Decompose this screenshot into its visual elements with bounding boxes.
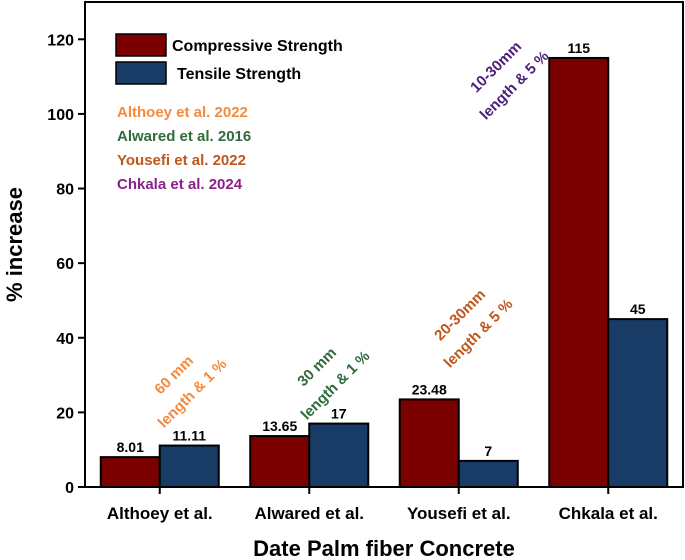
bar-compressive: [249, 435, 311, 489]
bars-layer: [99, 56, 669, 489]
bar-value-label: 13.65: [262, 418, 297, 434]
bar-value-label: 8.01: [117, 439, 144, 455]
y-tick-label: 100: [47, 107, 74, 124]
bar-value-label: 11.11: [173, 428, 207, 444]
bar-tensile: [158, 444, 220, 488]
y-tick-label: 80: [56, 182, 74, 199]
reference-chkala: Chkala et al. 2024: [117, 176, 243, 193]
legend: Compressive Strength Tensile Strength: [115, 33, 343, 85]
legend-swatch-tensile: [115, 61, 167, 85]
y-axis-title: % increase: [2, 187, 27, 302]
legend-label-compressive: Compressive Strength: [172, 38, 343, 55]
x-category-label: Alwared et al.: [254, 504, 364, 523]
bar-tensile: [607, 318, 669, 488]
bar-tensile: [308, 422, 370, 489]
legend-swatch-compressive: [115, 33, 167, 57]
reference-althoey: Althoey et al. 2022: [117, 104, 248, 121]
bar-value-label: 7: [484, 443, 492, 459]
x-category-label: Althoey et al.: [107, 504, 213, 523]
x-category-label: Yousefi et al.: [407, 504, 511, 523]
bar-value-label: 45: [630, 301, 646, 317]
bar-value-label: 115: [567, 40, 590, 56]
x-axis-categories: Althoey et al. Alwared et al. Yousefi et a…: [107, 487, 658, 523]
bar-value-label: 23.48: [412, 381, 447, 397]
bar-compressive: [99, 456, 161, 489]
reference-list: Althoey et al. 2022 Alwared et al. 2016 …: [117, 104, 251, 193]
x-axis-title: Date Palm fiber Concrete: [253, 536, 515, 560]
y-tick-label: 0: [65, 480, 74, 497]
bar-tensile: [457, 459, 519, 488]
bar-compressive: [548, 56, 610, 488]
y-tick-label: 120: [47, 32, 74, 49]
x-category-label: Chkala et al.: [559, 504, 658, 523]
data-labels-layer: 8.01 11.11 13.65 17 23.48 7 115 45: [117, 40, 646, 459]
bar-value-label: 17: [331, 406, 347, 422]
y-tick-label: 20: [56, 405, 74, 422]
y-tick-label: 40: [56, 331, 74, 348]
reference-yousefi: Yousefi et al. 2022: [117, 152, 246, 169]
bar-compressive: [398, 398, 460, 489]
plot-frame: [84, 1, 684, 488]
y-tick-label: 60: [56, 256, 74, 273]
legend-label-tensile: Tensile Strength: [177, 66, 301, 83]
reference-alwared: Alwared et al. 2016: [117, 128, 251, 145]
y-axis-ticks: 0 20 40 60 80 100 120: [47, 32, 85, 497]
